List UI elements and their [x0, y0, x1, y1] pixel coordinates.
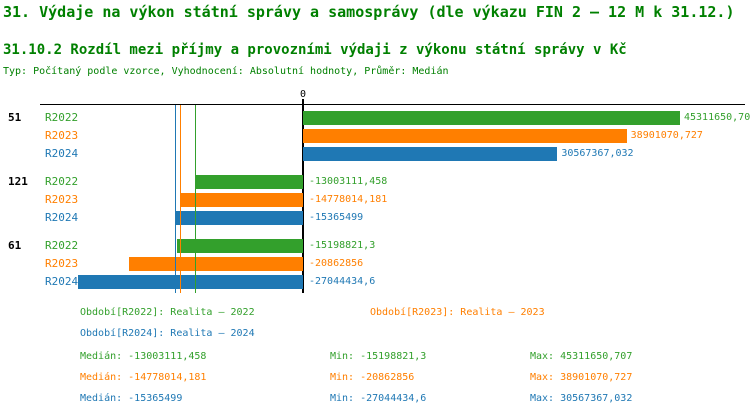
series-label: R2022: [45, 111, 79, 124]
bar-value-label: -27044434,6: [309, 276, 376, 287]
bar-value-label: 38901070,727: [630, 130, 703, 141]
value-bar: [176, 239, 303, 253]
bar-value-label: -20862856: [309, 258, 364, 269]
median-line: [195, 105, 196, 293]
stat-max: Max: 45311650,707: [530, 351, 633, 362]
series-label: R2022: [45, 175, 79, 188]
bar-value-label: 45311650,707: [684, 112, 750, 123]
group-label: 61: [8, 239, 22, 252]
axis-line-top: [40, 104, 745, 105]
legend-item: Období[R2024]: Realita – 2024: [80, 328, 255, 339]
bar-value-label: -15198821,3: [309, 240, 376, 251]
series-label: R2023: [45, 257, 79, 270]
value-bar: [77, 275, 303, 289]
legend-item: Období[R2023]: Realita – 2023: [370, 307, 545, 318]
stat-median: Medián: -14778014,181: [80, 372, 207, 383]
series-label: R2023: [45, 193, 79, 206]
chart-meta: Typ: Počítaný podle vzorce, Vyhodnocení:…: [3, 66, 449, 77]
legend-item: Období[R2022]: Realita – 2022: [80, 307, 255, 318]
stat-max: Max: 38901070,727: [530, 372, 633, 383]
value-bar: [175, 211, 303, 225]
value-bar: [303, 129, 627, 143]
median-line: [180, 105, 181, 293]
series-label: R2024: [45, 147, 79, 160]
stat-min: Min: -15198821,3: [330, 351, 427, 362]
series-label: R2024: [45, 275, 79, 288]
value-bar: [303, 147, 558, 161]
zero-axis-line: [302, 99, 304, 293]
zero-tick-label: 0: [299, 89, 307, 100]
median-line: [175, 105, 176, 293]
page-title: 31. Výdaje na výkon státní správy a samo…: [3, 3, 735, 21]
chart-subtitle: 31.10.2 Rozdíl mezi příjmy a provozními …: [3, 42, 627, 58]
series-label: R2022: [45, 239, 79, 252]
group-label: 121: [8, 175, 28, 188]
value-bar: [129, 257, 303, 271]
series-label: R2023: [45, 129, 79, 142]
stat-median: Medián: -15365499: [80, 393, 183, 404]
value-bar: [194, 175, 303, 189]
bar-value-label: 30567367,032: [561, 148, 634, 159]
stat-min: Min: -20862856: [330, 372, 415, 383]
stat-min: Min: -27044434,6: [330, 393, 427, 404]
stat-median: Medián: -13003111,458: [80, 351, 207, 362]
group-label: 51: [8, 111, 22, 124]
bar-value-label: -14778014,181: [309, 194, 388, 205]
series-label: R2024: [45, 211, 79, 224]
value-bar: [180, 193, 303, 207]
bar-value-label: -15365499: [309, 212, 364, 223]
bar-value-label: -13003111,458: [309, 176, 388, 187]
value-bar: [303, 111, 680, 125]
stat-max: Max: 30567367,032: [530, 393, 633, 404]
